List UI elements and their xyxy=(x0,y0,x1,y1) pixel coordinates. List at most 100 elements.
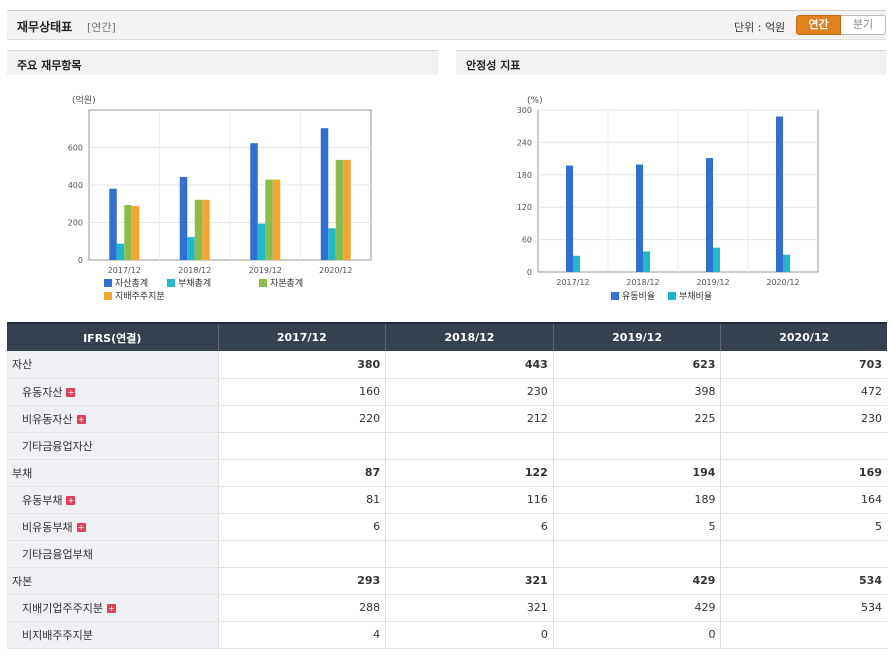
y-tick-label: 240 xyxy=(517,138,532,147)
value-cell: 321 xyxy=(385,567,554,595)
x-tick-label: 2018/12 xyxy=(178,266,211,275)
value-cell xyxy=(217,432,386,460)
column-header-period: 2017/12 xyxy=(217,322,386,351)
bar xyxy=(179,176,188,260)
annual-toggle-button[interactable]: 연간 xyxy=(796,15,841,35)
x-tick-label: 2017/12 xyxy=(108,266,141,275)
row-label: 기타금융업부채 xyxy=(22,547,93,561)
row-label-cell: 비유동자산 + xyxy=(7,405,218,433)
stability-chart: (%) 0 60 120 180 240 300 2017/12 2018/12 2019/12 2… xyxy=(517,96,819,302)
x-tick-label: 2019/12 xyxy=(249,266,282,275)
value-cell xyxy=(217,540,386,568)
quarter-toggle-button[interactable]: 분기 xyxy=(841,15,886,35)
value-cell: 0 xyxy=(385,621,554,649)
value-cell: 429 xyxy=(552,567,721,595)
key-items-chart: (억원) 0 200 400 600 2017/12 2018/12 2019/12 2020/… xyxy=(68,94,372,302)
value-cell: 116 xyxy=(385,486,554,514)
bar xyxy=(328,228,336,260)
legend-swatch xyxy=(104,279,112,287)
y-axis-label: (%) xyxy=(527,96,543,106)
row-label-cell: 비유동부채 + xyxy=(7,513,218,541)
value-cell: 122 xyxy=(385,459,554,487)
value-cell: 5 xyxy=(552,513,721,541)
table-row: 기타금융업자산 xyxy=(7,432,887,460)
row-label-cell: 유동자산 + xyxy=(7,378,218,406)
value-cell: 220 xyxy=(217,405,386,433)
expand-plus-icon[interactable]: + xyxy=(76,414,86,424)
bar xyxy=(131,206,140,260)
row-label: 자산 xyxy=(12,358,33,372)
row-label-cell: 비지배주주지분 xyxy=(7,621,218,649)
value-cell: 230 xyxy=(720,405,887,433)
bar xyxy=(257,223,266,260)
y-tick-label: 0 xyxy=(527,268,532,277)
bar xyxy=(783,254,790,272)
bar xyxy=(320,128,329,260)
expand-plus-icon[interactable]: + xyxy=(66,387,76,397)
legend-label: 유동비율 xyxy=(622,291,655,302)
stability-panel-title: 안정성 지표 xyxy=(456,50,886,75)
value-cell: 429 xyxy=(552,594,721,622)
value-cell xyxy=(552,540,721,568)
legend-swatch xyxy=(104,292,112,300)
row-label-cell: 지배기업주주지분 + xyxy=(7,594,218,622)
period-toggle: 연간 분기 xyxy=(796,15,886,35)
x-tick-label: 2020/12 xyxy=(319,266,352,275)
value-cell: 288 xyxy=(217,594,386,622)
value-cell: 6 xyxy=(385,513,554,541)
value-cell: 212 xyxy=(385,405,554,433)
legend-label: 부채비율 xyxy=(679,291,712,302)
value-cell: 534 xyxy=(720,594,887,622)
bar xyxy=(124,205,132,260)
value-cell: 160 xyxy=(217,378,386,406)
value-cell: 81 xyxy=(217,486,386,514)
table-row: 비유동부채 +6 6 5 5 xyxy=(7,513,887,541)
bar xyxy=(776,116,783,272)
value-cell: 443 xyxy=(385,351,554,379)
table-row: 비유동자산 +220 212 225 230 xyxy=(7,405,887,433)
row-label: 비유동부채 xyxy=(22,520,73,534)
bar xyxy=(202,199,210,260)
bar xyxy=(187,237,195,260)
value-cell xyxy=(385,432,554,460)
unit-label: 단위 : 억원 xyxy=(734,21,786,34)
bar xyxy=(643,251,650,272)
y-tick-label: 180 xyxy=(517,171,532,180)
y-tick-label: 0 xyxy=(78,256,83,265)
row-label-cell: 부채 xyxy=(7,459,218,487)
table-row: 기타금융업부채 xyxy=(7,540,887,568)
balance-sheet-table: IFRS(연결) 2017/12 2018/12 2019/12 2020/12 자산 3… xyxy=(7,322,887,649)
row-label: 유동부채 xyxy=(22,493,63,507)
section-header: 재무상태표 [연간] 단위 : 억원 연간 분기 xyxy=(7,10,886,40)
table-row: 자본 293 321 429 534 xyxy=(7,567,887,595)
table-header-row: IFRS(연결) 2017/12 2018/12 2019/12 2020/12 xyxy=(7,322,887,351)
row-label-cell: 자산 xyxy=(7,351,218,379)
bar xyxy=(713,247,720,272)
bar xyxy=(566,165,573,272)
value-cell xyxy=(720,540,887,568)
value-cell: 225 xyxy=(552,405,721,433)
value-cell: 194 xyxy=(552,459,721,487)
bar xyxy=(109,188,117,260)
table-row: 유동자산 +160 230 398 472 xyxy=(7,378,887,406)
value-cell: 293 xyxy=(217,567,386,595)
y-tick-label: 60 xyxy=(522,236,532,245)
column-header-period: 2019/12 xyxy=(552,322,721,351)
value-cell: 230 xyxy=(385,378,554,406)
table-row: 지배기업주주지분 +288 321 429 534 xyxy=(7,594,887,622)
row-label: 비유동자산 xyxy=(22,412,73,426)
row-label-cell: 자본 xyxy=(7,567,218,595)
expand-plus-icon[interactable]: + xyxy=(66,495,76,505)
legend-label: 지배주주지분 xyxy=(115,291,165,302)
bar xyxy=(265,179,273,260)
value-cell: 472 xyxy=(720,378,887,406)
table-row: 비지배주주지분 4 0 0 xyxy=(7,621,887,649)
value-cell: 623 xyxy=(552,351,721,379)
row-label: 기타금융업자산 xyxy=(22,439,93,453)
bar xyxy=(116,243,125,260)
bar xyxy=(335,159,344,260)
value-cell: 189 xyxy=(552,486,721,514)
expand-plus-icon[interactable]: + xyxy=(76,522,86,532)
value-cell: 703 xyxy=(720,351,887,379)
expand-plus-icon[interactable]: + xyxy=(106,603,116,613)
